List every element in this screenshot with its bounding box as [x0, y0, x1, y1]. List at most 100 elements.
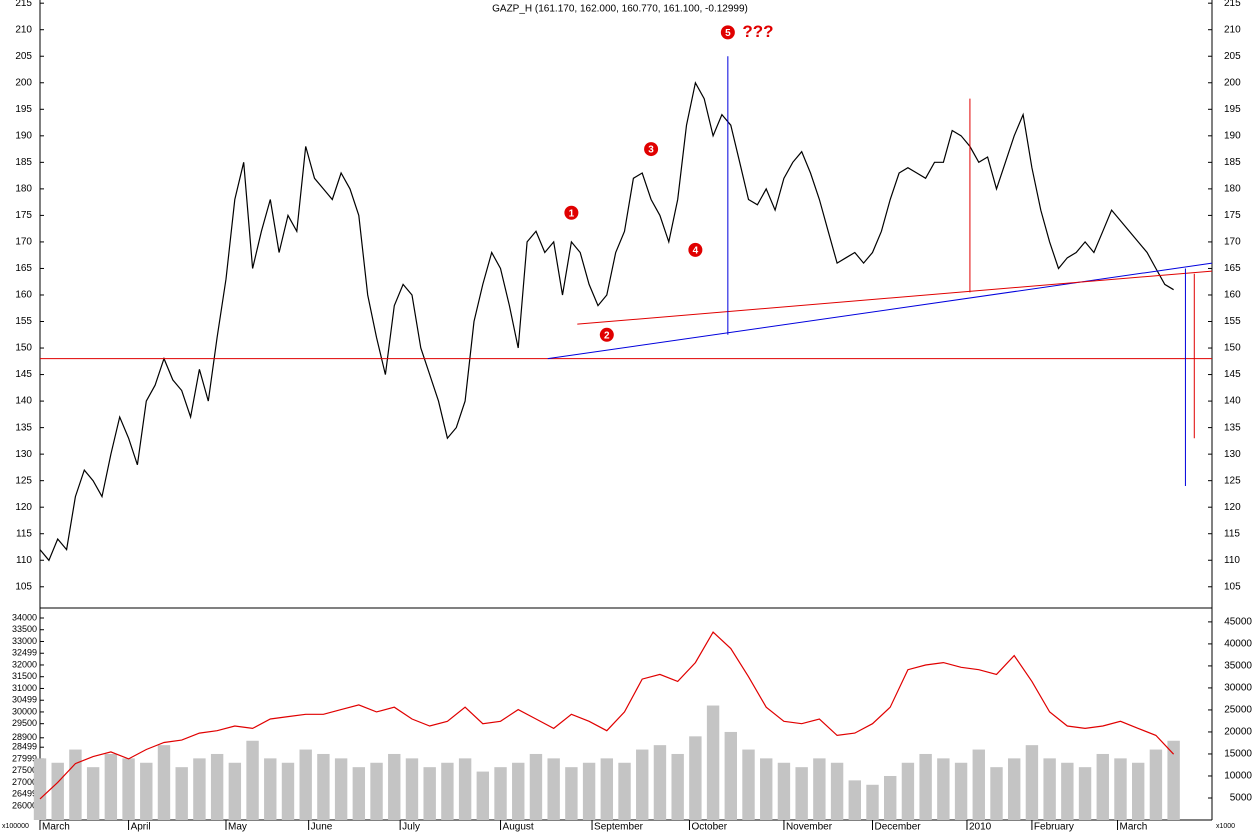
volume-bar — [1114, 758, 1127, 820]
y-tick-label: 130 — [15, 449, 32, 460]
y-tick-label: 215 — [15, 0, 32, 9]
x-tick-label: November — [786, 822, 833, 832]
volume-bar — [423, 767, 436, 820]
volume-bar — [1149, 749, 1163, 820]
volume-bar — [210, 753, 224, 820]
volume-bar — [370, 762, 383, 820]
y-tick-label: 135 — [1224, 422, 1241, 433]
y-tick-label: 205 — [15, 51, 32, 62]
y2-tick-label: 5000 — [1230, 793, 1253, 804]
volume-bar — [476, 771, 490, 820]
x-tick-label: October — [691, 822, 727, 832]
annotation-marker — [564, 205, 579, 220]
x-tick-label: February — [1034, 822, 1074, 832]
y-tick-label: 27999 — [12, 753, 37, 763]
y-tick-label: 34000 — [12, 612, 37, 622]
volume-bar — [104, 753, 118, 820]
y2-tick-label: 45000 — [1224, 617, 1252, 628]
volume-bar — [86, 767, 100, 820]
y-tick-label: 145 — [15, 369, 32, 380]
volume-bar — [972, 749, 985, 820]
volume-bar — [954, 762, 968, 820]
x-tick-label: June — [311, 822, 333, 832]
trend-line — [577, 270, 1213, 325]
volume-bar — [1043, 758, 1056, 820]
price-line — [39, 81, 1174, 562]
y-tick-label: 150 — [1224, 343, 1241, 354]
volume-bar — [884, 775, 897, 820]
volume-bar — [352, 767, 366, 820]
y-tick-label: 190 — [15, 130, 32, 141]
y2-tick-label: 25000 — [1224, 705, 1252, 716]
volume-bar — [494, 767, 507, 820]
y-tick-label: 170 — [1224, 237, 1241, 248]
volume-bar — [317, 753, 330, 820]
y-tick-label: 140 — [1224, 396, 1241, 407]
volume-bar — [1061, 762, 1074, 820]
volume-bar — [706, 705, 720, 820]
y-tick-label: 27500 — [12, 765, 37, 775]
annotation-marker — [599, 327, 614, 342]
annotation-marker — [720, 25, 735, 40]
annotation-label: 5 — [725, 28, 731, 39]
volume-bar — [1025, 745, 1039, 820]
y-tick-label: 185 — [1224, 157, 1241, 168]
y-tick-label: 115 — [1224, 528, 1240, 539]
x-tick-label: September — [594, 822, 644, 832]
volume-bar — [636, 749, 649, 820]
y-tick-label: 210 — [1224, 24, 1241, 35]
y-tick-label: 180 — [1224, 184, 1241, 195]
y-tick-label: 200 — [1224, 77, 1241, 88]
volume-bar — [122, 758, 135, 820]
volume-bar — [547, 758, 560, 820]
y-tick-label: 31000 — [12, 683, 37, 693]
x-tick-label: July — [402, 822, 420, 832]
y-tick-label: 180 — [15, 184, 32, 195]
y-tick-label: 210 — [15, 24, 32, 35]
y2-tick-label: 15000 — [1224, 749, 1252, 760]
y-tick-label: 215 — [1224, 0, 1241, 9]
y-tick-label: 28499 — [12, 742, 37, 752]
y-tick-label: 125 — [1224, 475, 1241, 486]
volume-bar — [175, 767, 188, 820]
volume-bar — [334, 758, 348, 820]
volume-bar — [653, 745, 667, 820]
volume-bar — [405, 758, 419, 820]
volume-bar — [228, 762, 242, 820]
y-tick-label: 170 — [15, 237, 32, 248]
x-tick-label: March — [1120, 822, 1148, 832]
y-tick-label: 200 — [15, 77, 32, 88]
y-tick-label: 195 — [15, 104, 32, 115]
y-tick-label: 28900 — [12, 732, 37, 742]
y-tick-label: 33000 — [12, 636, 37, 646]
annotation-label: 3 — [648, 145, 654, 156]
y-tick-label: 110 — [1224, 555, 1240, 566]
y-tick-label: 31500 — [12, 671, 37, 681]
volume-bar — [866, 784, 879, 820]
y2-tick-label: 20000 — [1224, 727, 1252, 738]
volume-bar — [689, 736, 702, 820]
volume-bar — [937, 758, 950, 820]
y-tick-label: 120 — [15, 502, 32, 513]
volume-bar — [1096, 753, 1109, 820]
y-tick-label: 105 — [15, 581, 32, 592]
y-tick-label: 125 — [15, 475, 32, 486]
volume-bar — [760, 758, 773, 820]
volume-bar — [919, 753, 932, 820]
y-tick-label: 30499 — [12, 695, 37, 705]
y-tick-label: 130 — [1224, 449, 1241, 460]
y-tick-label: 150 — [15, 343, 32, 354]
volume-bar — [1131, 762, 1145, 820]
volume-bar — [193, 758, 206, 820]
y-tick-label: 145 — [1224, 369, 1241, 380]
y2-tick-label: 35000 — [1224, 661, 1252, 672]
y-tick-label: 165 — [1224, 263, 1241, 274]
annotation-marker — [644, 142, 659, 157]
volume-bar — [671, 753, 684, 820]
y2-unit-label: x1000 — [1216, 823, 1235, 830]
y-tick-label: 120 — [1224, 502, 1241, 513]
y-tick-label: 140 — [15, 396, 32, 407]
indicator-line — [39, 631, 1175, 800]
y-tick-label: 155 — [15, 316, 32, 327]
